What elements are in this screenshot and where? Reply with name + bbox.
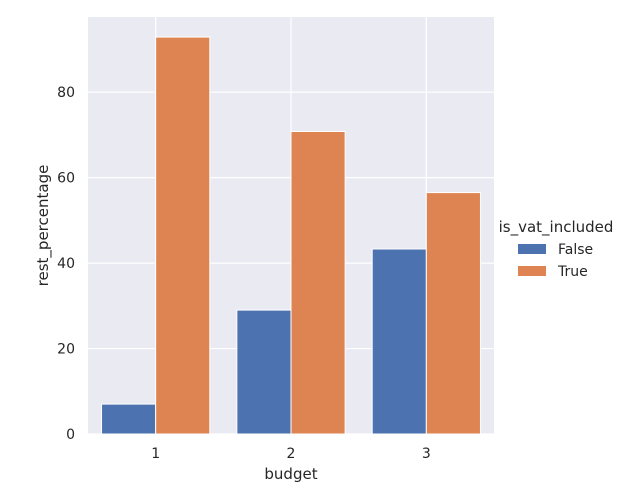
y-tick-label: 20 (57, 342, 75, 358)
bar-true-1 (155, 36, 211, 435)
legend-items: False True (518, 242, 593, 280)
bar-false-3 (371, 248, 427, 435)
legend-swatch-false (518, 244, 546, 254)
x-axis-label: budget (264, 465, 317, 483)
y-axis-label: rest_percentage (34, 165, 53, 287)
x-tick-label: 3 (422, 446, 431, 462)
bars (101, 36, 481, 435)
y-tick-labels: 0 20 40 60 80 (57, 85, 75, 443)
legend-swatch-true (518, 266, 546, 276)
bar-false-1 (101, 403, 157, 435)
bar-false-2 (236, 309, 292, 435)
bar-true-3 (425, 192, 481, 435)
legend-label-false: False (558, 242, 593, 258)
y-tick-label: 40 (57, 256, 75, 272)
y-tick-label: 0 (66, 427, 75, 443)
x-tick-label: 2 (287, 446, 296, 462)
legend: is_vat_included False True (499, 218, 614, 280)
x-tick-labels: 1 2 3 (151, 446, 431, 462)
x-tick-label: 1 (151, 446, 160, 462)
bar-true-2 (290, 131, 346, 435)
y-tick-label: 80 (57, 85, 75, 101)
y-tick-label: 60 (57, 171, 75, 187)
legend-title: is_vat_included (499, 218, 614, 237)
legend-label-true: True (557, 264, 588, 280)
